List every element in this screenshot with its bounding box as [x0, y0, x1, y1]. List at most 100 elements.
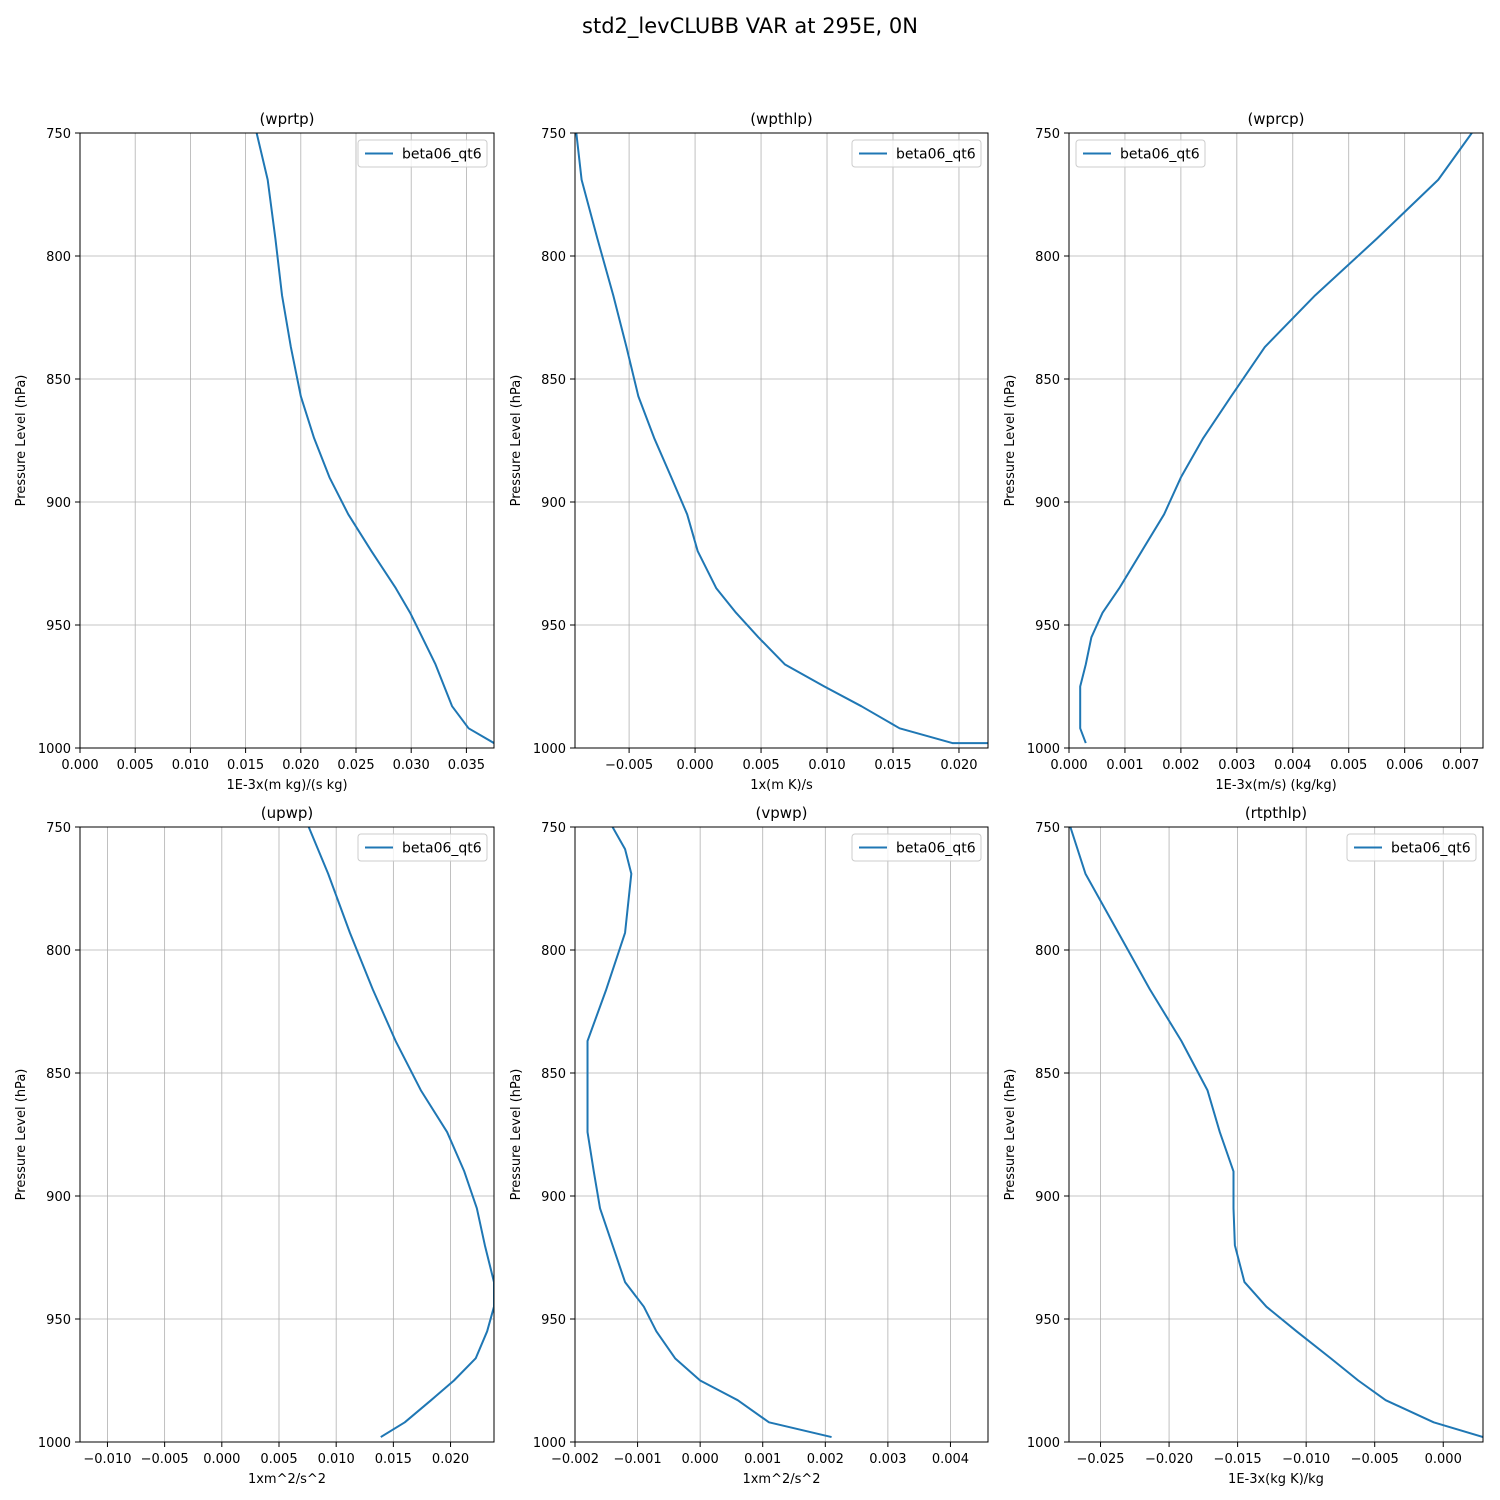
x-tick-label: −0.020 — [1145, 1452, 1193, 1467]
x-tick-label: 0.010 — [318, 1452, 355, 1467]
x-axis-label: 1xm^2/s^2 — [248, 1472, 326, 1487]
legend-label: beta06_qt6 — [402, 841, 482, 857]
plot-frame — [79, 132, 495, 749]
x-tick-label: 0.020 — [432, 1452, 469, 1467]
subplot-5: −0.002 −0.001 0.000 0.001 0.002 0.003 0.004 750… — [509, 804, 989, 1487]
plot-frame — [79, 826, 495, 1443]
x-tick-label: 0.030 — [393, 758, 430, 773]
x-tick-label: 0.020 — [940, 758, 977, 773]
x-tick-label: 0.010 — [172, 758, 209, 773]
y-tick-label: 950 — [46, 619, 71, 634]
x-tick-label: 0.000 — [676, 758, 713, 773]
x-tick-label: 0.020 — [282, 758, 319, 773]
legend: beta06_qt6 — [357, 139, 488, 168]
y-tick-label: 1000 — [1027, 1436, 1060, 1451]
y-tick-label: 800 — [1035, 250, 1060, 265]
subplot-3: 0.000 0.001 0.002 0.003 0.004 0.005 0.006 0.007… — [1003, 110, 1484, 793]
x-tick-label: 0.015 — [874, 758, 911, 773]
plot-frame — [574, 132, 989, 749]
legend-label: beta06_qt6 — [896, 841, 976, 857]
x-tick-label: −0.005 — [605, 758, 653, 773]
subplot-6: −0.025 −0.020 −0.015 −0.010 −0.005 0.000 750 80… — [1003, 804, 1484, 1487]
y-tick-label: 750 — [1035, 821, 1060, 836]
x-tick-label: 0.035 — [448, 758, 485, 773]
x-tick-label: −0.015 — [1214, 1452, 1262, 1467]
y-tick-label: 800 — [1035, 944, 1060, 959]
y-axis-label: Pressure Level (hPa) — [509, 375, 524, 507]
figure-title: std2_levCLUBB VAR at 295E, 0N — [582, 14, 918, 38]
x-tick-label: 0.004 — [932, 1452, 969, 1467]
y-axis-label: Pressure Level (hPa) — [14, 375, 29, 507]
x-tick-label: 0.000 — [1425, 1452, 1462, 1467]
y-tick-label: 850 — [46, 373, 71, 388]
series-line — [575, 133, 988, 745]
y-tick-label: 750 — [1035, 127, 1060, 142]
x-tick-label: 0.005 — [1330, 758, 1367, 773]
legend-box — [851, 139, 982, 168]
subplot-title: (wprtp) — [259, 110, 314, 128]
y-tick-label: 950 — [46, 1313, 71, 1328]
x-tick-label: 0.010 — [808, 758, 845, 773]
x-tick-label: −0.002 — [551, 1452, 599, 1467]
x-tick-label: 0.003 — [869, 1452, 906, 1467]
x-axis-label: 1xm^2/s^2 — [742, 1472, 820, 1487]
x-tick-label: 0.000 — [61, 758, 98, 773]
y-axis-label: Pressure Level (hPa) — [1003, 1069, 1018, 1201]
x-axis-label: 1E-3x(m/s) (kg/kg) — [1215, 778, 1336, 793]
series-line — [255, 133, 494, 744]
x-tick-label: −0.005 — [141, 1452, 189, 1467]
y-tick-label: 850 — [541, 373, 566, 388]
x-tick-label: −0.025 — [1076, 1452, 1124, 1467]
y-tick-label: 900 — [541, 1190, 566, 1205]
y-tick-label: 900 — [1035, 1190, 1060, 1205]
y-tick-label: 750 — [541, 821, 566, 836]
x-tick-label: 0.007 — [1442, 758, 1479, 773]
legend-box — [357, 833, 488, 862]
y-tick-label: 850 — [541, 1067, 566, 1082]
y-axis-label: Pressure Level (hPa) — [509, 1069, 524, 1201]
plot-frame — [574, 826, 989, 1443]
y-tick-label: 900 — [46, 1190, 71, 1205]
x-tick-label: 0.000 — [682, 1452, 719, 1467]
y-tick-label: 1000 — [38, 1436, 71, 1451]
series-line — [1069, 827, 1483, 1439]
legend: beta06_qt6 — [851, 833, 982, 862]
legend-label: beta06_qt6 — [896, 147, 976, 163]
legend: beta06_qt6 — [1075, 139, 1206, 168]
subplot-1: 0.000 0.005 0.010 0.015 0.020 0.025 0.030 0.035… — [14, 110, 495, 793]
legend-box — [851, 833, 982, 862]
plot-frame — [1068, 132, 1484, 749]
legend: beta06_qt6 — [851, 139, 982, 168]
subplot-4: −0.010 −0.005 0.000 0.005 0.010 0.015 0.020 750… — [14, 804, 495, 1487]
y-tick-label: 750 — [46, 127, 71, 142]
y-tick-label: 950 — [541, 1313, 566, 1328]
x-tick-label: 0.001 — [744, 1452, 781, 1467]
series-line — [307, 827, 494, 1438]
y-tick-label: 1000 — [533, 742, 566, 757]
subplot-title: (upwp) — [261, 804, 314, 822]
x-tick-label: 0.000 — [1050, 758, 1087, 773]
x-tick-label: 0.015 — [227, 758, 264, 773]
x-tick-label: −0.010 — [1282, 1452, 1330, 1467]
x-tick-label: 0.004 — [1274, 758, 1311, 773]
x-tick-label: 0.005 — [117, 758, 154, 773]
x-tick-label: 0.005 — [742, 758, 779, 773]
y-tick-label: 950 — [541, 619, 566, 634]
x-axis-label: 1E-3x(kg K)/kg — [1228, 1472, 1324, 1487]
y-axis-label: Pressure Level (hPa) — [14, 1069, 29, 1201]
subplot-title: (wprcp) — [1247, 110, 1304, 128]
x-tick-label: 0.015 — [375, 1452, 412, 1467]
series-line — [586, 827, 832, 1439]
y-tick-label: 800 — [46, 250, 71, 265]
x-tick-label: 0.006 — [1386, 758, 1423, 773]
subplot-title: (vpwp) — [756, 804, 808, 822]
x-tick-label: −0.010 — [83, 1452, 131, 1467]
y-tick-label: 850 — [1035, 1067, 1060, 1082]
y-tick-label: 850 — [46, 1067, 71, 1082]
y-tick-label: 950 — [1035, 1313, 1060, 1328]
x-axis-label: 1E-3x(m kg)/(s kg) — [226, 778, 347, 793]
y-tick-label: 800 — [541, 250, 566, 265]
legend-box — [1075, 139, 1206, 168]
x-tick-label: −0.001 — [614, 1452, 662, 1467]
